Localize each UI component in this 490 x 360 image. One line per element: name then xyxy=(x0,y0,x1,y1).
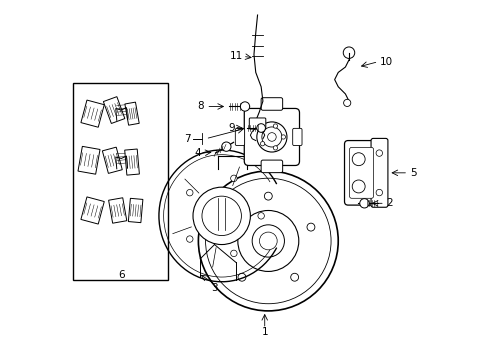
Polygon shape xyxy=(81,100,104,127)
Polygon shape xyxy=(102,147,122,174)
FancyBboxPatch shape xyxy=(344,140,379,205)
Circle shape xyxy=(360,199,369,208)
Circle shape xyxy=(252,225,285,257)
Text: 11: 11 xyxy=(230,51,243,61)
Circle shape xyxy=(291,273,298,281)
Circle shape xyxy=(261,128,265,132)
Text: 7: 7 xyxy=(184,134,191,144)
Circle shape xyxy=(238,273,246,281)
Circle shape xyxy=(259,232,277,250)
Text: 1: 1 xyxy=(261,327,268,337)
FancyBboxPatch shape xyxy=(249,118,266,129)
Circle shape xyxy=(376,150,383,156)
Circle shape xyxy=(265,192,272,200)
Circle shape xyxy=(376,189,383,196)
Circle shape xyxy=(205,178,331,304)
Text: 9: 9 xyxy=(229,123,236,133)
Text: 5: 5 xyxy=(410,168,416,178)
Circle shape xyxy=(198,171,338,311)
Circle shape xyxy=(193,187,250,244)
FancyBboxPatch shape xyxy=(371,138,388,207)
Bar xyxy=(73,83,168,280)
Text: 8: 8 xyxy=(197,102,204,112)
Polygon shape xyxy=(125,102,139,125)
Polygon shape xyxy=(128,198,143,222)
Circle shape xyxy=(221,142,231,151)
Circle shape xyxy=(343,47,355,58)
Circle shape xyxy=(258,213,265,219)
Polygon shape xyxy=(81,197,104,224)
Circle shape xyxy=(240,102,250,111)
Circle shape xyxy=(257,122,287,152)
FancyBboxPatch shape xyxy=(349,147,373,198)
Circle shape xyxy=(231,175,237,181)
Circle shape xyxy=(273,124,278,128)
FancyBboxPatch shape xyxy=(293,129,302,145)
Text: 3: 3 xyxy=(211,283,218,293)
Text: 10: 10 xyxy=(379,57,392,67)
Circle shape xyxy=(262,127,282,147)
Polygon shape xyxy=(103,97,125,123)
Circle shape xyxy=(257,124,266,132)
FancyBboxPatch shape xyxy=(261,160,283,173)
Circle shape xyxy=(222,223,230,231)
Circle shape xyxy=(187,236,193,242)
Circle shape xyxy=(281,135,286,139)
Circle shape xyxy=(273,146,278,150)
Circle shape xyxy=(307,223,315,231)
FancyBboxPatch shape xyxy=(235,129,245,145)
Circle shape xyxy=(343,99,351,107)
Circle shape xyxy=(202,196,242,235)
Circle shape xyxy=(352,153,365,166)
Circle shape xyxy=(231,250,237,257)
Polygon shape xyxy=(78,147,100,174)
Text: 4: 4 xyxy=(195,148,201,158)
Polygon shape xyxy=(124,149,139,175)
Circle shape xyxy=(352,180,365,193)
FancyBboxPatch shape xyxy=(245,108,299,166)
Text: 2: 2 xyxy=(387,198,393,208)
FancyBboxPatch shape xyxy=(261,98,283,110)
Text: 6: 6 xyxy=(118,270,124,280)
Circle shape xyxy=(268,133,276,141)
Polygon shape xyxy=(109,198,127,223)
Circle shape xyxy=(187,189,193,196)
Circle shape xyxy=(261,141,265,146)
Circle shape xyxy=(238,211,299,271)
